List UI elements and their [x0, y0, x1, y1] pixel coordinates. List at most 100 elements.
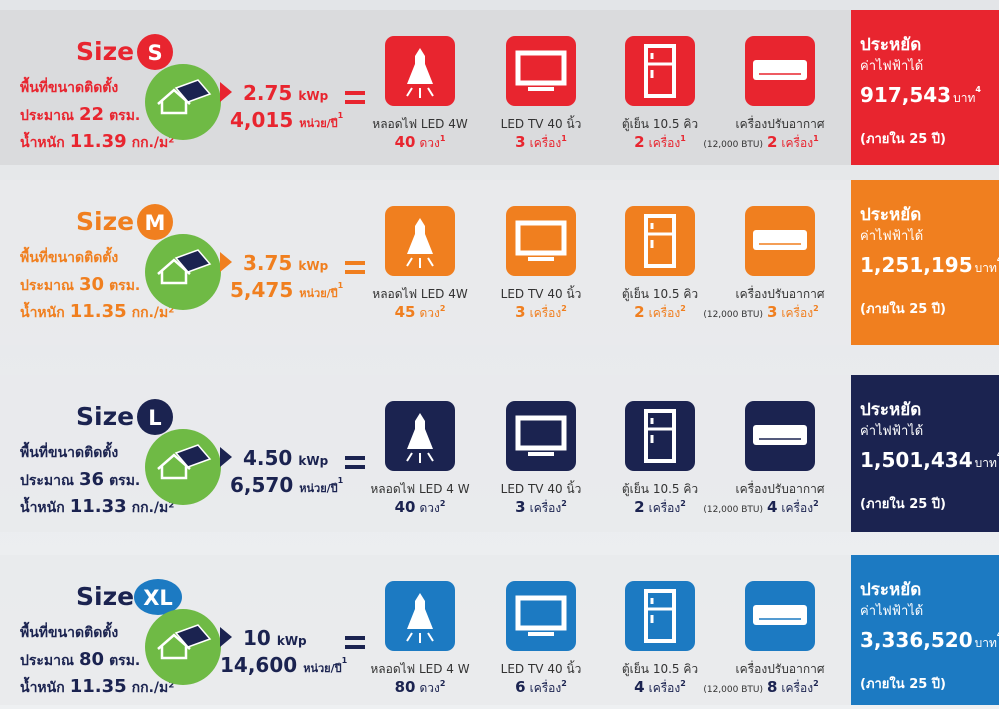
savings-panel: [851, 10, 999, 165]
savings-period: (ภายใน 25 ปี): [860, 495, 946, 512]
power-text-part: kWp: [298, 454, 328, 468]
area-text-part: ตรม.: [109, 278, 140, 294]
size-letter: S: [147, 41, 162, 65]
appliance-label: LED TV 40 นิ้ว: [501, 660, 582, 676]
savings-amount-part: 4: [997, 450, 999, 459]
appliance-count-part: 6: [515, 678, 525, 696]
appliance-count: 40 ดวง1: [395, 133, 446, 151]
appliance-count-part: 2: [680, 499, 686, 508]
savings-title: ประหยัด: [860, 580, 921, 600]
savings-amount: 917,543 บาท4: [860, 83, 981, 107]
energy-text-part: 6,570: [230, 473, 293, 497]
appliance-label: หลอดไฟ LED 4 W: [370, 482, 469, 496]
weight-text-part: น้ำหนัก: [20, 676, 65, 696]
savings-panel: [851, 375, 999, 532]
energy-text-part: 1: [338, 476, 344, 485]
appliance-label: ตู้เย็น 10.5 คิว: [622, 661, 698, 677]
power-text-part: kWp: [298, 89, 328, 103]
appliance-count: 45 ดวง2: [395, 303, 446, 321]
house-icon: [157, 633, 191, 660]
appliance-label: เครื่องปรับอากาศ: [736, 480, 825, 496]
arrow: [220, 252, 232, 272]
size-badge: [134, 579, 182, 615]
appliance-label: ตู้เย็น 10.5 คิว: [622, 481, 698, 497]
savings-period: (ภายใน 25 ปี): [860, 130, 946, 147]
appliance-count: 80 ดวง2: [395, 678, 446, 696]
appliance-count-part: เครื่อง: [649, 134, 681, 150]
area-text: ประมาณ 36 ตรม.: [20, 469, 140, 490]
energy-text: 14,600 หน่วย/ปี1: [220, 653, 348, 677]
equals: [345, 261, 365, 274]
size-label: Size: [76, 402, 134, 431]
tv-icon: [515, 595, 567, 631]
appliance-count: 2 เครื่อง2: [634, 303, 686, 321]
equals: [345, 456, 365, 469]
area-text-part: ตรม.: [109, 653, 140, 669]
fridge-icon: [644, 589, 676, 643]
appliance-count-part: 2: [680, 304, 686, 313]
energy-text: 5,475 หน่วย/ปี1: [230, 278, 344, 302]
panel-icon: [174, 444, 212, 468]
appliance-count-part: 2: [561, 499, 567, 508]
area-text: ประมาณ 22 ตรม.: [20, 104, 140, 125]
savings-label: ค่าไฟฟ้าได้: [860, 58, 923, 74]
size-label: Size: [76, 582, 134, 611]
size-badge: [137, 399, 173, 435]
appliance-count-part: ดวง: [419, 306, 439, 320]
energy-text-part: หน่วย/ปี: [303, 662, 341, 675]
weight-text: น้ำหนัก 11.39 กก./ม²: [20, 131, 174, 152]
power-text-part: 4.50: [243, 446, 292, 470]
tv-stand: [528, 87, 554, 91]
energy-text-part: หน่วย/ปี: [299, 117, 337, 130]
ac-icon: [753, 230, 807, 250]
area-text-part: ตรม.: [109, 473, 140, 489]
savings-amount-part: 1,251,195: [860, 253, 973, 277]
power-text-part: 2.75: [243, 81, 292, 105]
panel-icon: [174, 79, 212, 103]
fridge-lines: [646, 53, 674, 78]
area-text-part: 36: [79, 469, 104, 490]
appliance-count-part: เครื่อง: [530, 304, 562, 320]
appliance-icon-bg: [625, 36, 695, 106]
power-text: 2.75 kWp: [243, 81, 329, 105]
fridge-lines: [646, 418, 674, 443]
bulb-icon: [407, 413, 433, 449]
tv-icon: [515, 220, 567, 256]
savings-label: ค่าไฟฟ้าได้: [860, 603, 923, 619]
bulb-rays: [406, 257, 434, 268]
roof-circle: [145, 429, 221, 505]
appliance-count-part: ดวง: [419, 681, 439, 695]
house-icon: [157, 453, 191, 480]
savings-label: ค่าไฟฟ้าได้: [860, 228, 923, 244]
appliance-count: 3 เครื่อง1: [515, 133, 567, 151]
appliance-count-part: 2: [813, 304, 819, 313]
savings-amount-part: 4: [975, 85, 981, 94]
energy-text-part: 14,600: [220, 653, 297, 677]
savings-amount: 3,336,520บาท4: [860, 628, 999, 652]
bulb-rays: [406, 632, 434, 643]
savings-amount-part: บาท: [975, 636, 997, 650]
power-text: 3.75 kWp: [243, 251, 329, 275]
appliance-count-part: 1: [813, 134, 819, 143]
power-text-part: kWp: [277, 634, 307, 648]
fridge-lines: [646, 598, 674, 623]
size-badge: [137, 34, 173, 70]
energy-text-part: 1: [338, 281, 344, 290]
appliance-count-part: (12,000 BTU): [703, 140, 763, 150]
area-label: พื้นที่ขนาดติดตั้ง: [20, 76, 118, 96]
appliance-count-part: 8: [767, 678, 777, 696]
savings-label: ค่าไฟฟ้าได้: [860, 423, 923, 439]
appliance-label: ตู้เย็น 10.5 คิว: [622, 286, 698, 302]
area-text-part: 22: [79, 104, 104, 125]
appliance-count-part: 2: [680, 679, 686, 688]
area-text-part: ประมาณ: [20, 278, 74, 294]
energy-text-part: 4,015: [230, 108, 293, 132]
weight-text-part: กก./ม²: [132, 680, 175, 696]
weight-text-part: กก./ม²: [132, 305, 175, 321]
appliance-count: 40 ดวง2: [395, 498, 446, 516]
appliance-count-part: 3: [515, 133, 525, 151]
area-text-part: ประมาณ: [20, 653, 74, 669]
appliance-count-part: 2: [440, 499, 446, 508]
power-text-part: 3.75: [243, 251, 292, 275]
